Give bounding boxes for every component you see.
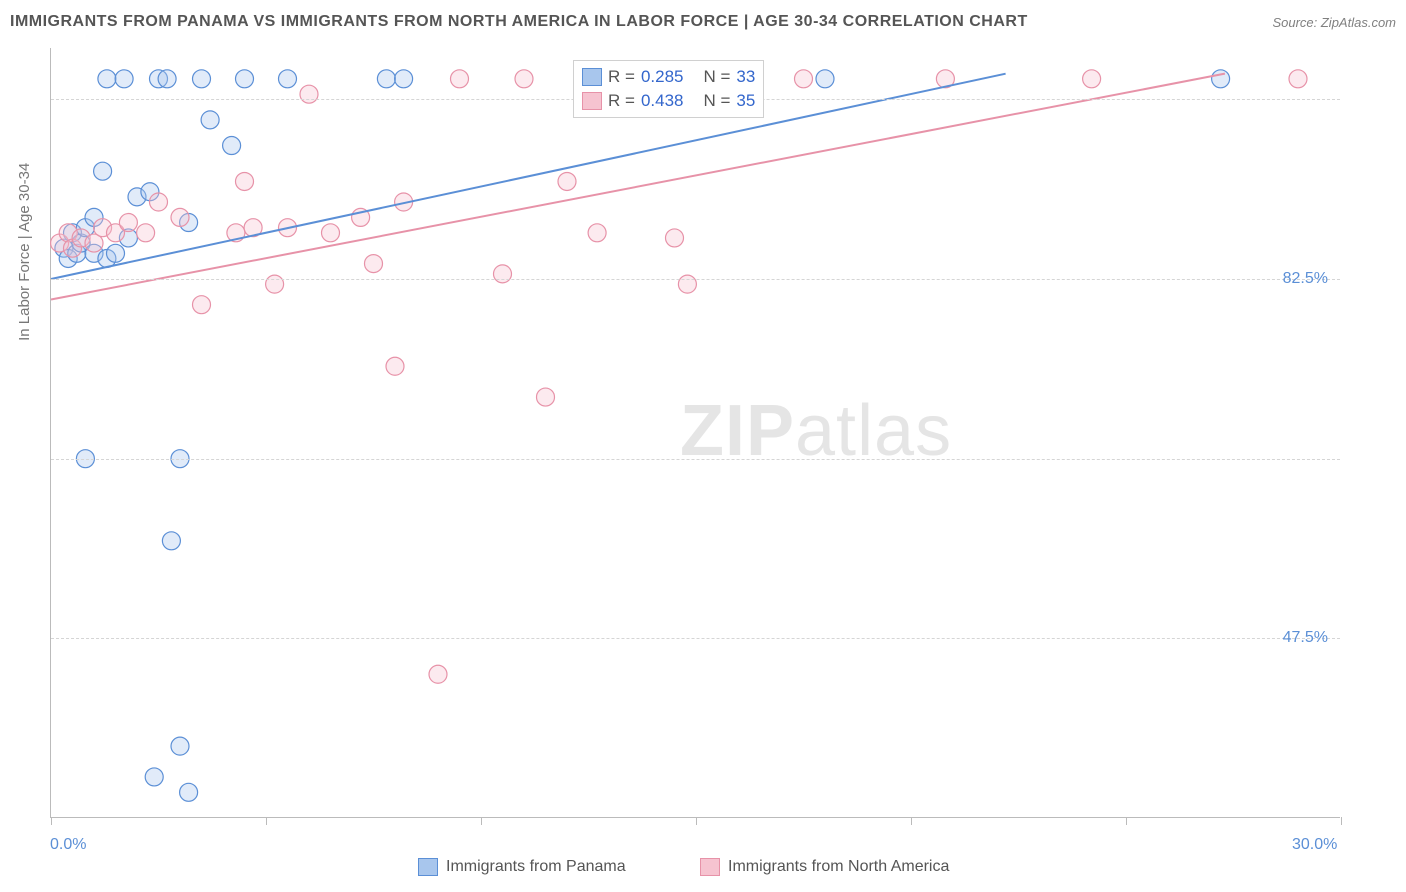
legend-swatch [582,68,602,86]
data-point [171,737,189,755]
data-point [150,193,168,211]
x-tick [51,817,52,825]
data-point [145,768,163,786]
legend-n-label: N = [703,65,730,89]
legend-r-label: R = [608,89,635,113]
data-point [201,111,219,129]
data-point [98,70,116,88]
legend-n-label: N = [703,89,730,113]
data-point [666,229,684,247]
data-point [115,70,133,88]
x-tick [696,817,697,825]
data-point [119,214,137,232]
source-label: Source: ZipAtlas.com [1272,15,1396,30]
data-point [223,137,241,155]
gridline-h [51,279,1340,280]
x-tick-label: 0.0% [50,836,86,854]
data-point [816,70,834,88]
data-point [300,85,318,103]
legend-row: R = 0.438 N = 35 [582,89,755,113]
title-bar: IMMIGRANTS FROM PANAMA VS IMMIGRANTS FRO… [10,8,1396,36]
data-point [795,70,813,88]
data-point [322,224,340,242]
data-point [588,224,606,242]
series-name: Immigrants from Panama [446,858,626,876]
legend-row: R = 0.285 N = 33 [582,65,755,89]
data-point [377,70,395,88]
data-point [158,70,176,88]
y-tick-label: 82.5% [1283,270,1328,288]
gridline-h [51,638,1340,639]
legend-n-value: 33 [736,65,755,89]
legend-swatch [582,92,602,110]
x-tick [1341,817,1342,825]
x-tick [266,817,267,825]
trend-line [51,74,1006,279]
x-tick [911,817,912,825]
data-point [107,244,125,262]
legend-n-value: 35 [736,89,755,113]
data-point [171,208,189,226]
legend-swatch [700,858,720,876]
x-tick [1126,817,1127,825]
data-point [395,70,413,88]
data-point [494,265,512,283]
data-point [162,532,180,550]
data-point [365,255,383,273]
legend-r-value: 0.285 [641,65,684,89]
data-point [515,70,533,88]
data-point [537,388,555,406]
data-point [266,275,284,293]
data-point [137,224,155,242]
plot-area: 47.5% 82.5% [50,48,1340,818]
x-tick-label: 30.0% [1292,836,1337,854]
data-point [180,783,198,801]
legend-r-value: 0.438 [641,89,684,113]
correlation-legend: R = 0.285 N = 33 R = 0.438 N = 35 [573,60,764,118]
legend-swatch [418,858,438,876]
legend-r-label: R = [608,65,635,89]
data-point [1083,70,1101,88]
gridline-h [51,459,1340,460]
chart-title: IMMIGRANTS FROM PANAMA VS IMMIGRANTS FRO… [10,13,1028,31]
data-point [193,70,211,88]
data-point [193,296,211,314]
series-legend: Immigrants from Panama [418,858,626,876]
data-point [386,357,404,375]
data-point [279,70,297,88]
data-point [429,665,447,683]
data-point [94,162,112,180]
data-point [558,172,576,190]
y-tick-label: 47.5% [1283,629,1328,647]
y-axis-title: In Labor Force | Age 30-34 [16,163,33,341]
x-tick [481,817,482,825]
data-point [678,275,696,293]
data-point [451,70,469,88]
data-point [236,172,254,190]
series-legend: Immigrants from North America [700,858,949,876]
series-name: Immigrants from North America [728,858,949,876]
data-point [1289,70,1307,88]
data-point [236,70,254,88]
scatter-svg [51,48,1340,817]
data-point [1212,70,1230,88]
